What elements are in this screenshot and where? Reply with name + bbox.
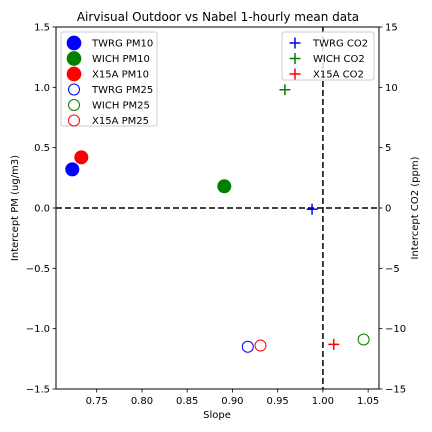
y-axis-label-right: Intercept CO2 (ppm) xyxy=(410,156,421,259)
point-twrg-pm10-0 xyxy=(65,162,80,177)
legend-marker-x15a-co2 xyxy=(289,68,301,80)
point-x15a-pm10-0 xyxy=(74,150,89,165)
legend-label-wich-pm25: WICH PM25 xyxy=(92,101,150,112)
axes: 0.75 0.80 0.85 0.90 0.95 1.00 1.05−1.5−1.0−0.5… xyxy=(26,23,406,408)
legend-label-twrg-pm10: TWRG PM10 xyxy=(91,39,153,50)
y-tick-label-left: −0.5 xyxy=(26,264,50,275)
y-tick-label-right: −5 xyxy=(385,264,400,275)
point-x15a-pm25-0 xyxy=(254,339,267,352)
legend-marker-wich-pm10 xyxy=(66,51,82,66)
y-tick-label-left: 0.5 xyxy=(34,143,50,154)
x-tick-label: 0.90 xyxy=(221,396,243,407)
legend-marker-twrg-co2 xyxy=(289,37,301,49)
legend-marker-x15a-pm25 xyxy=(68,114,80,127)
y-tick-label-right: 0 xyxy=(385,204,391,215)
x-tick-label: 0.80 xyxy=(131,396,153,407)
legend-frame xyxy=(281,31,375,81)
y-tick-label-left: −1.0 xyxy=(26,324,50,335)
legend-label-x15a-co2: X15A CO2 xyxy=(313,70,364,81)
x-axis-label: Slope xyxy=(203,410,231,421)
point-twrg-pm25-0 xyxy=(241,340,254,353)
point-twrg-co2-0 xyxy=(306,203,318,215)
x-tick-label: 0.95 xyxy=(267,396,289,407)
point-wich-pm10-0 xyxy=(217,179,232,194)
legend-label-wich-pm10: WICH PM10 xyxy=(92,54,150,65)
chart-title: Airvisual Outdoor vs Nabel 1-hourly mean… xyxy=(77,10,359,24)
reference-lines xyxy=(56,27,379,389)
data-markers xyxy=(65,84,370,353)
point-wich-pm25-0 xyxy=(357,333,370,346)
legend-label-wich-co2: WICH CO2 xyxy=(313,54,365,65)
legend-label-x15a-pm10: X15A PM10 xyxy=(92,70,149,81)
point-x15a-co2-0 xyxy=(328,338,340,350)
legend-marker-wich-pm25 xyxy=(68,99,80,111)
y-tick-label-right: 15 xyxy=(385,23,398,34)
legend-marker-twrg-pm25 xyxy=(68,83,80,96)
legend-label-twrg-pm25: TWRG PM25 xyxy=(91,85,153,96)
legend-co2: TWRG CO2 WICH CO2 X15A CO2 xyxy=(281,31,375,81)
y-tick-label-left: 1.5 xyxy=(34,23,50,34)
y-tick-label-left: 1.0 xyxy=(34,83,50,94)
legend-marker-wich-co2 xyxy=(289,53,301,64)
y-tick-label-left: −1.5 xyxy=(26,385,50,396)
legend-pm: TWRG PM10 WICH PM10 X15A PM10 TWRG PM25 WICH… xyxy=(60,31,158,127)
y-tick-label-right: −15 xyxy=(385,385,406,396)
y-tick-label-right: −10 xyxy=(385,324,406,335)
legend-frame xyxy=(60,31,158,127)
x-tick-label: 1.05 xyxy=(357,396,379,407)
x-tick-label: 0.75 xyxy=(86,396,108,407)
y-tick-label-left: 0.0 xyxy=(34,204,50,215)
y-tick-label-right: 10 xyxy=(385,83,398,94)
legend-label-twrg-co2: TWRG CO2 xyxy=(312,39,368,50)
y-tick-label-right: 5 xyxy=(385,143,391,154)
y-axis-label-left: Intercept PM (ug/m3) xyxy=(10,155,21,261)
legend-marker-x15a-pm10 xyxy=(66,66,82,82)
point-wich-co2-0 xyxy=(279,84,291,96)
legend-label-x15a-pm25: X15A PM25 xyxy=(92,116,149,127)
x-tick-label: 1.00 xyxy=(312,396,334,407)
x-tick-label: 0.85 xyxy=(176,396,198,407)
legend-marker-twrg-pm10 xyxy=(66,35,82,51)
